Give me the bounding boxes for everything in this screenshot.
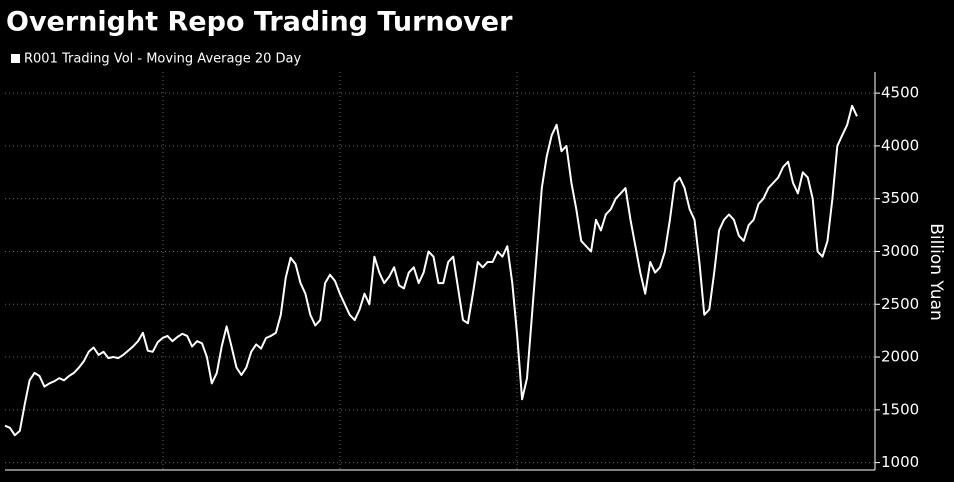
y-tick-label: 4500 xyxy=(881,84,919,102)
chart-title: Overnight Repo Trading Turnover xyxy=(6,7,513,38)
y-axis-title: Billion Yuan xyxy=(926,223,946,321)
y-tick-label: 3000 xyxy=(881,242,919,260)
y-tick-label: 1500 xyxy=(881,400,919,418)
y-tick-label: 2500 xyxy=(881,295,919,313)
y-tick-label: 2000 xyxy=(881,348,919,366)
y-tick-label: 3500 xyxy=(881,189,919,207)
legend-label: R001 Trading Vol - Moving Average 20 Day xyxy=(24,52,301,67)
y-tick-label: 1000 xyxy=(881,453,919,471)
legend-swatch xyxy=(11,54,20,63)
y-tick-label: 4000 xyxy=(881,136,919,154)
series-line xyxy=(4,104,858,437)
